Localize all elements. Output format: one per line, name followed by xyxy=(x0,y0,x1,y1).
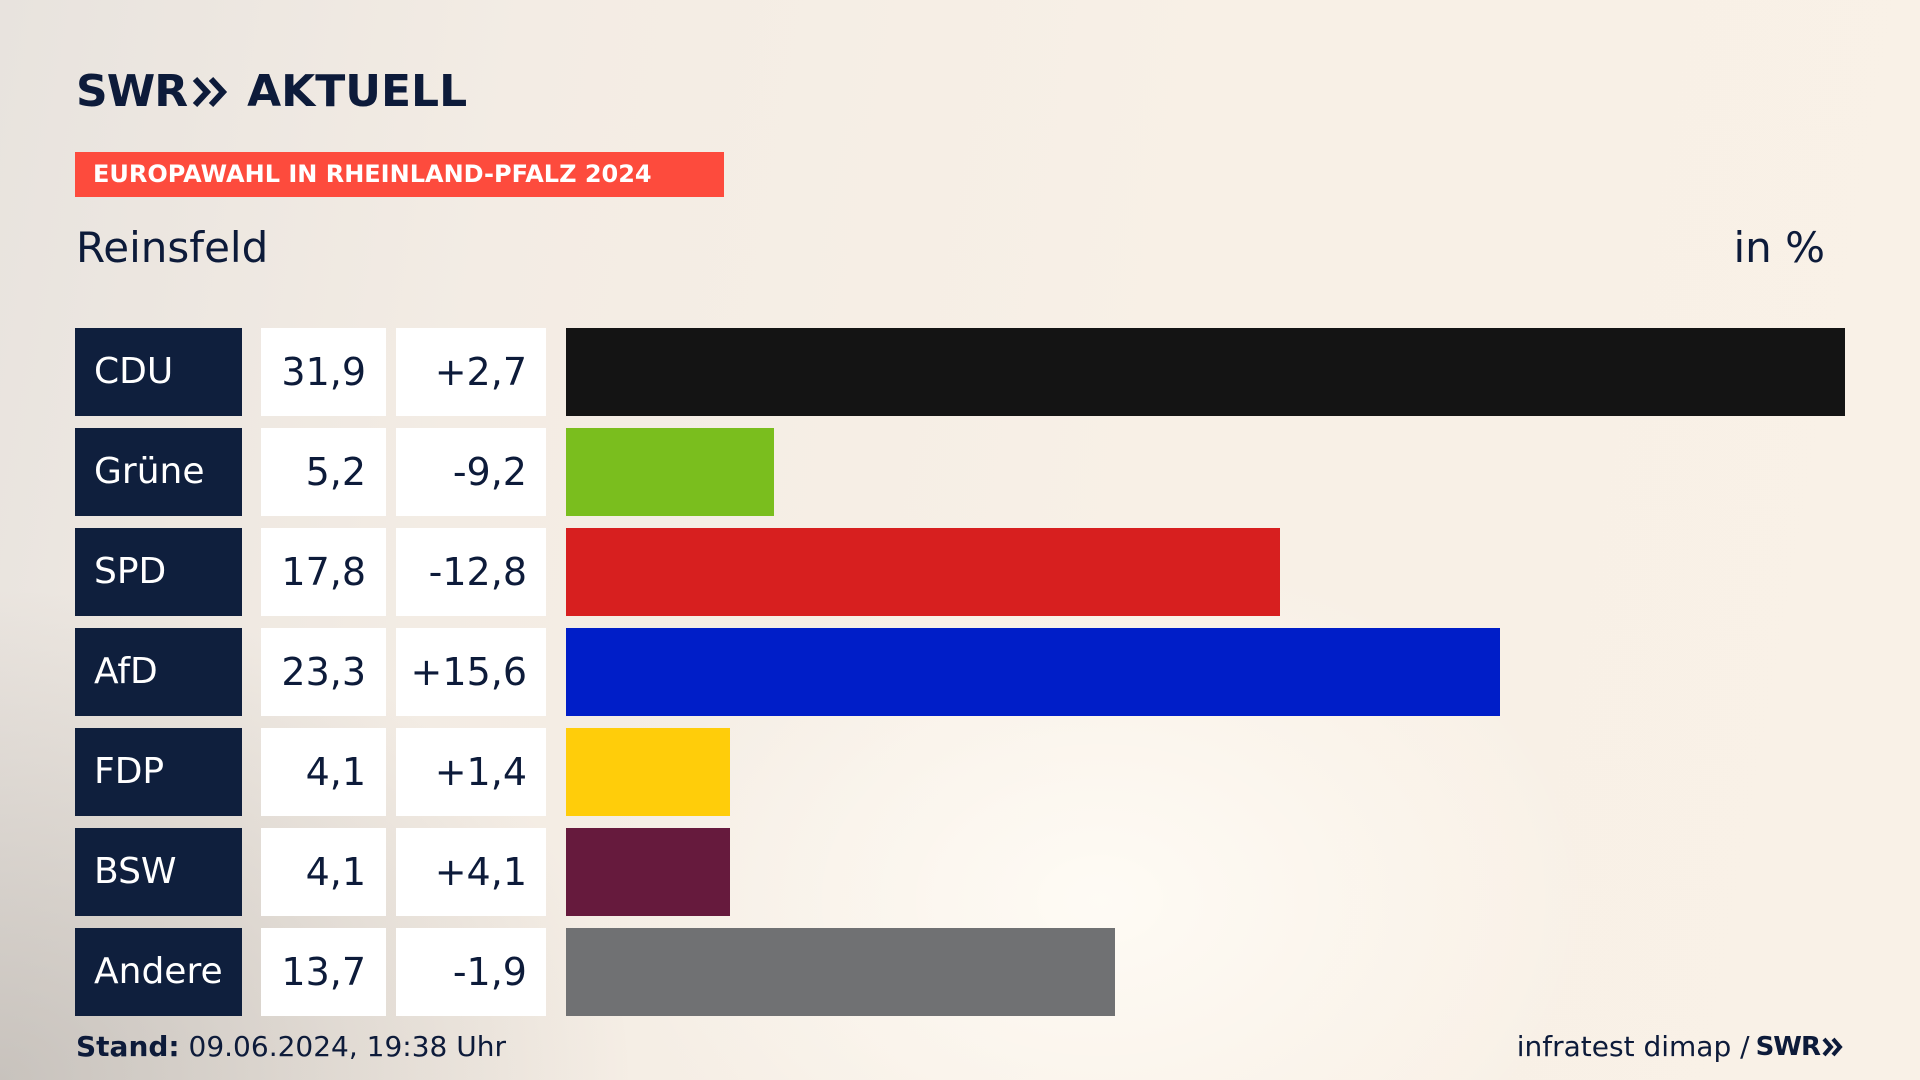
vote-share-value: 5,2 xyxy=(261,428,386,516)
source-swr-logo: SWR xyxy=(1755,1032,1821,1062)
party-label: AfD xyxy=(75,628,242,716)
chart-row: Grüne 5,2 -9,2 xyxy=(75,428,1845,516)
location-title: Reinsfeld xyxy=(76,223,269,272)
party-label: Andere xyxy=(75,928,242,1016)
vote-change-value: -9,2 xyxy=(396,428,546,516)
vote-change-value: +15,6 xyxy=(396,628,546,716)
vote-change-value: +2,7 xyxy=(396,328,546,416)
chart-row: AfD 23,3 +15,6 xyxy=(75,628,1845,716)
double-chevron-icon xyxy=(1822,1037,1843,1057)
chart-row: Andere 13,7 -1,9 xyxy=(75,928,1845,1016)
swr-aktuell-logo: SWR AKTUELL xyxy=(76,68,467,116)
vote-share-value: 17,8 xyxy=(261,528,386,616)
source-credit: infratest dimap / SWR xyxy=(1517,1030,1844,1064)
vote-change-value: -12,8 xyxy=(396,528,546,616)
timestamp: Stand: 09.06.2024, 19:38 Uhr xyxy=(76,1030,506,1064)
vote-share-value: 4,1 xyxy=(261,828,386,916)
party-label: SPD xyxy=(75,528,242,616)
chart-row: SPD 17,8 -12,8 xyxy=(75,528,1845,616)
result-bar xyxy=(566,828,731,916)
chart-row: CDU 31,9 +2,7 xyxy=(75,328,1845,416)
result-bar xyxy=(566,728,731,816)
party-label: CDU xyxy=(75,328,242,416)
party-label: Grüne xyxy=(75,428,242,516)
result-bar xyxy=(566,328,1845,416)
source-text: infratest dimap / xyxy=(1516,1030,1750,1063)
vote-share-value: 13,7 xyxy=(261,928,386,1016)
result-bar xyxy=(566,528,1280,616)
double-chevron-icon xyxy=(192,76,228,108)
logo-swr-text: SWR xyxy=(76,66,188,117)
vote-share-value: 23,3 xyxy=(261,628,386,716)
vote-change-value: -1,9 xyxy=(396,928,546,1016)
vote-change-value: +4,1 xyxy=(396,828,546,916)
vote-share-value: 31,9 xyxy=(261,328,386,416)
vote-share-value: 4,1 xyxy=(261,728,386,816)
party-label: FDP xyxy=(75,728,242,816)
chart-row: BSW 4,1 +4,1 xyxy=(75,828,1845,916)
result-bar xyxy=(566,428,775,516)
stand-label: Stand: xyxy=(76,1030,180,1063)
result-bar xyxy=(566,628,1501,716)
logo-aktuell-text: AKTUELL xyxy=(247,66,468,117)
party-label: BSW xyxy=(75,828,242,916)
election-banner: EUROPAWAHL IN RHEINLAND-PFALZ 2024 xyxy=(75,152,724,197)
unit-label: in % xyxy=(1733,223,1825,272)
stand-value: 09.06.2024, 19:38 Uhr xyxy=(188,1030,506,1063)
vote-change-value: +1,4 xyxy=(396,728,546,816)
chart-row: FDP 4,1 +1,4 xyxy=(75,728,1845,816)
result-bar xyxy=(566,928,1116,1016)
